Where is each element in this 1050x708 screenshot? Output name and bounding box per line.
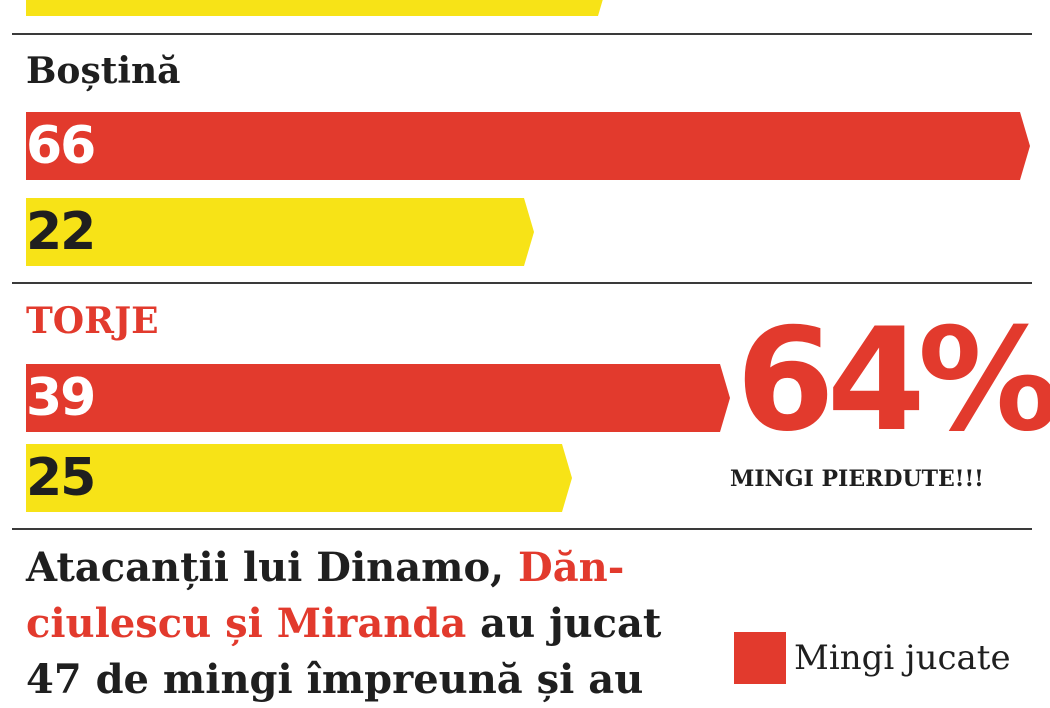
yellow-bar-bostina (26, 198, 534, 266)
body-text: Atacanții lui Dinamo, Dăn-ciulescu și Mi… (26, 540, 676, 708)
divider-2 (12, 282, 1032, 284)
yellow-bar-torje (26, 444, 572, 512)
red-bar-torje (26, 364, 730, 432)
body-text-highlight: Dăn-ciulescu și Miranda (26, 544, 625, 647)
bar-value-group-1-yellow: 23 (26, 0, 96, 16)
legend-label-red: Mingi jucate (794, 638, 1011, 678)
legend-swatch-red (734, 632, 786, 684)
player-name-torje: TORJE (26, 300, 159, 342)
bar-value-torje-red: 39 (26, 368, 96, 428)
bar-value-torje-yellow: 25 (26, 448, 96, 508)
body-text-part1: Atacanții lui Dinamo, (26, 544, 519, 591)
bar-value-bostina-yellow: 22 (26, 202, 96, 262)
bar-value-bostina-red: 66 (26, 116, 96, 176)
callout-caption: MINGI PIERDUTE!!! (730, 466, 984, 492)
red-bar-bostina (26, 112, 1030, 180)
yellow-bar-group-1 (26, 0, 608, 16)
callout-percentage: 64% (736, 298, 1050, 463)
player-name-bostina: Boștină (26, 50, 181, 92)
body-text-part3: au jucat 47 de mingi împreună și au (26, 600, 662, 703)
divider-1 (12, 33, 1032, 35)
divider-3 (12, 528, 1032, 530)
